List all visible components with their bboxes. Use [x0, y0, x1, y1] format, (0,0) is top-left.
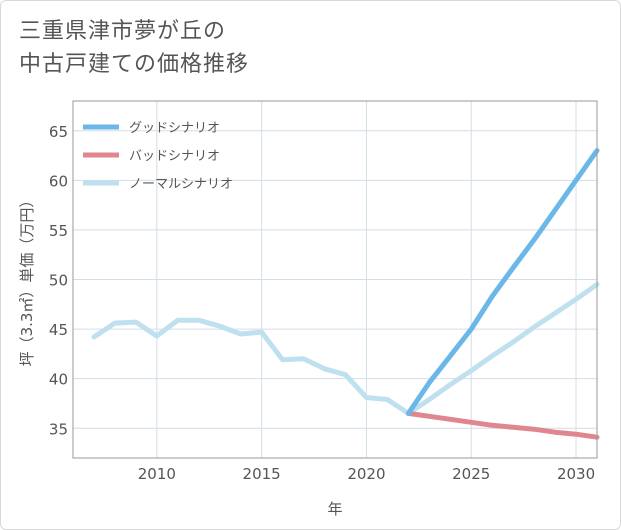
chart-title: 三重県津市夢が丘の 中古戸建ての価格推移 — [19, 15, 249, 81]
x-tick-2015: 2015 — [243, 465, 281, 483]
legend-label-0: グッドシナリオ — [129, 121, 220, 136]
y-tick-60: 60 — [49, 172, 68, 190]
x-tick-2020: 2020 — [347, 465, 385, 483]
plot-frame — [72, 100, 598, 459]
y-tick-50: 50 — [49, 272, 68, 290]
y-tick-35: 35 — [49, 420, 68, 438]
series-lines — [91, 148, 600, 440]
x-axis-label: 年 — [327, 500, 342, 518]
x-tick-2030: 2030 — [557, 465, 595, 483]
series-line-2 — [91, 282, 600, 416]
legend-label-1: バッドシナリオ — [129, 149, 220, 164]
series-line-0 — [405, 148, 600, 416]
series-line-1 — [405, 410, 600, 440]
x-tick-2025: 2025 — [452, 465, 490, 483]
title-line-1: 三重県津市夢が丘の — [19, 19, 227, 44]
x-tick-2010: 2010 — [138, 465, 176, 483]
x-tick-labels: 2010 2015 2020 2025 2030 — [138, 465, 595, 483]
y-tick-65: 65 — [49, 123, 68, 141]
y-tick-45: 45 — [49, 321, 68, 339]
y-tick-55: 55 — [49, 222, 68, 240]
y-tick-40: 40 — [49, 371, 68, 389]
legend-label-2: ノーマルシナリオ — [129, 177, 233, 192]
y-tick-labels: 35 40 45 50 55 60 65 — [49, 123, 68, 439]
title-line-2: 中古戸建ての価格推移 — [19, 52, 250, 77]
grid-lines — [73, 101, 597, 458]
y-axis-label: 坪（3.3㎡）単価（万円） — [18, 193, 36, 367]
